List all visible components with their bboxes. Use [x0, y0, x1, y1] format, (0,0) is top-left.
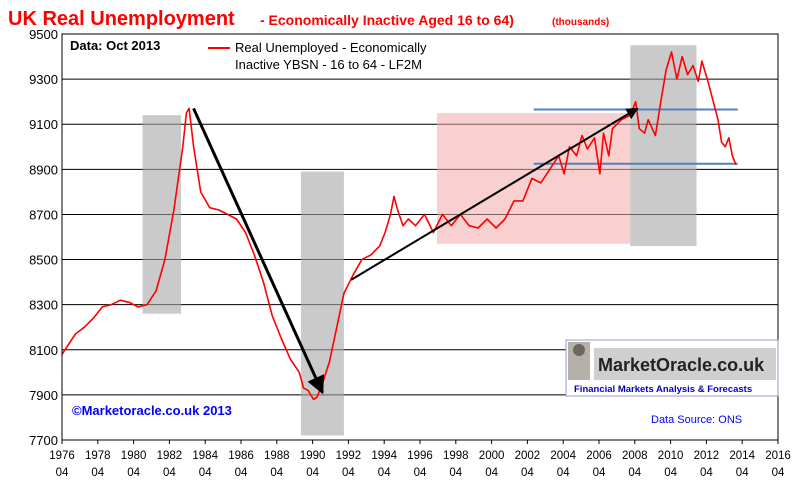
chart-title: UK Real Unemployment: [8, 8, 235, 30]
marketoracle-logo: MarketOracle.co.uk Financial Markets Ana…: [565, 339, 779, 397]
x-tick-label: 1988: [264, 450, 290, 462]
x-tick-label: 2004: [550, 450, 576, 462]
y-tick-label: 7900: [29, 388, 58, 403]
logo-tagline: Financial Markets Analysis & Forecasts: [574, 384, 752, 395]
trend-arrow: [192, 107, 324, 395]
x-tick-label: 2008: [622, 450, 648, 462]
series: [61, 51, 737, 401]
x-tick-label: 1990: [300, 450, 326, 462]
x-tick-label: 1976: [49, 450, 75, 462]
x-tick-label: 2016: [765, 450, 791, 462]
x-tick-sublabel: 04: [91, 467, 104, 479]
x-tick-label: 1982: [157, 450, 183, 462]
x-tick-sublabel: 04: [736, 467, 749, 479]
x-tick-label: 1996: [407, 450, 433, 462]
x-tick-label: 2010: [658, 450, 684, 462]
x-tick-sublabel: 04: [378, 467, 391, 479]
y-tick-label: 8500: [29, 253, 58, 268]
x-tick-sublabel: 04: [772, 467, 785, 479]
x-tick-label: 2002: [515, 450, 541, 462]
x-tick-sublabel: 04: [521, 467, 534, 479]
x-tick-sublabel: 04: [414, 467, 427, 479]
x-tick-sublabel: 04: [199, 467, 212, 479]
chart-subtitle: - Economically Inactive Aged 16 to 64): [260, 12, 514, 28]
x-tick-label: 1994: [371, 450, 397, 462]
x-tick-sublabel: 04: [306, 467, 319, 479]
x-tick-sublabel: 04: [235, 467, 248, 479]
data-date-note: Data: Oct 2013: [70, 38, 160, 53]
x-tick-sublabel: 04: [557, 467, 570, 479]
logo-banner: [594, 348, 776, 380]
x-tick-label: 2014: [729, 450, 755, 462]
axes: 7700 7900 8100 8300 8500 8700 8900 9100 9300 9500…: [29, 27, 791, 479]
series-line: [61, 51, 737, 401]
y-tick-label: 9300: [29, 72, 58, 87]
x-tick-label: 2000: [479, 450, 505, 462]
x-tick-label: 2006: [586, 450, 612, 462]
shaded-region-grey: [630, 45, 697, 247]
x-tick-sublabel: 04: [664, 467, 677, 479]
y-tick-label: 9500: [29, 27, 58, 42]
shaded-region-pink: [437, 112, 631, 244]
y-tick-label: 8300: [29, 298, 58, 313]
x-tick-label: 1978: [85, 450, 111, 462]
x-tick-label: 1986: [228, 450, 254, 462]
x-tick-sublabel: 04: [127, 467, 140, 479]
y-tick-label: 8100: [29, 343, 58, 358]
x-tick-label: 2012: [694, 450, 720, 462]
y-tick-label: 9100: [29, 117, 58, 132]
x-tick-sublabel: 04: [56, 467, 69, 479]
data-source-note: Data Source: ONS: [651, 414, 742, 426]
x-tick-sublabel: 04: [342, 467, 355, 479]
x-tick-label: 1998: [443, 450, 469, 462]
legend: Real Unemployed - Economically Inactive …: [208, 40, 427, 72]
y-tick-label: 8900: [29, 162, 58, 177]
x-tick-sublabel: 04: [485, 467, 498, 479]
trend-arrow: [350, 107, 639, 281]
trend-arrows: [192, 107, 639, 395]
x-tick-sublabel: 04: [593, 467, 606, 479]
x-tick-sublabel: 04: [163, 467, 176, 479]
x-tick-sublabel: 04: [270, 467, 283, 479]
legend-label-line2: Inactive YBSN - 16 to 64 - LF2M: [235, 57, 422, 72]
x-tick-sublabel: 04: [449, 467, 462, 479]
logo-tagline-bg: [568, 382, 776, 394]
y-tick-label: 8700: [29, 207, 58, 222]
copyright-note: ©Marketoracle.co.uk 2013: [72, 403, 232, 418]
units-note: (thousands): [552, 17, 609, 28]
shaded-region-grey: [300, 171, 344, 436]
legend-label-line1: Real Unemployed - Economically: [235, 40, 427, 55]
logo-text: MarketOracle.co.uk: [598, 355, 765, 375]
shaded-region-grey: [142, 115, 182, 314]
x-tick-label: 1984: [192, 450, 218, 462]
x-tick-sublabel: 04: [628, 467, 641, 479]
y-tick-label: 7700: [29, 433, 58, 448]
x-tick-label: 1992: [336, 450, 362, 462]
x-tick-label: 1980: [121, 450, 147, 462]
logo-figure-head: [573, 344, 585, 356]
x-tick-sublabel: 04: [700, 467, 713, 479]
